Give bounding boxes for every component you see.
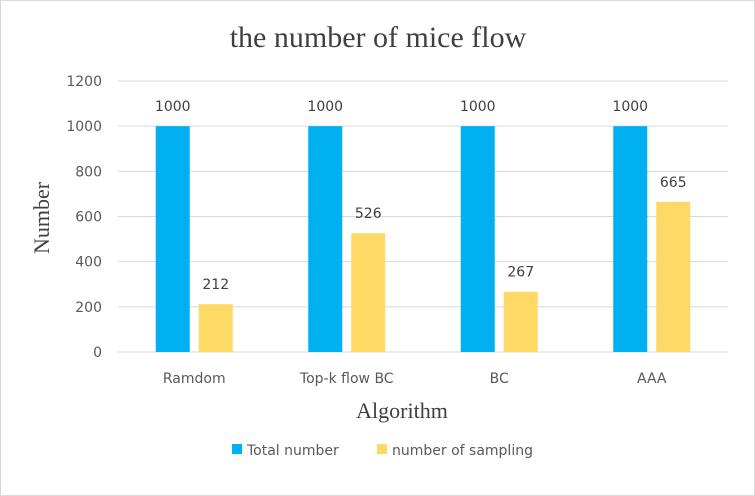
- x-category-label: Ramdom: [163, 371, 226, 387]
- y-tick-label: 0: [93, 345, 102, 361]
- bar: [613, 126, 648, 353]
- data-label: 1000: [612, 99, 648, 115]
- x-category-label: BC: [490, 371, 509, 387]
- data-label: 267: [507, 265, 534, 281]
- legend: Total number number of sampling: [232, 443, 533, 459]
- data-label: 212: [202, 277, 229, 293]
- x-axis-categories: Ramdom Top-k flow BC BC AAA: [163, 371, 667, 387]
- bars: [155, 126, 691, 353]
- bar: [503, 291, 538, 352]
- y-tick-label: 1200: [66, 74, 102, 90]
- data-label: 1000: [307, 99, 343, 115]
- data-label: 526: [355, 206, 382, 222]
- chart-title: the number of mice flow: [230, 21, 527, 54]
- bar: [155, 126, 190, 353]
- data-label: 1000: [155, 99, 191, 115]
- bar: [308, 126, 343, 353]
- y-tick-label: 200: [75, 300, 102, 316]
- legend-label: number of sampling: [392, 443, 533, 459]
- bar: [351, 233, 386, 352]
- data-label: 665: [660, 175, 687, 191]
- x-category-label: Top-k flow BC: [299, 371, 394, 387]
- legend-swatch: [232, 444, 242, 454]
- y-tick-label: 600: [75, 210, 102, 226]
- data-labels: 1000 212 1000 526 1000 267 1000 665: [155, 99, 687, 293]
- y-axis-title: Number: [29, 181, 54, 254]
- bar: [460, 126, 495, 353]
- y-tick-label: 400: [75, 255, 102, 271]
- bar: [198, 304, 233, 352]
- legend-label: Total number: [246, 443, 339, 459]
- x-axis-title: Algorithm: [356, 398, 448, 423]
- data-label: 1000: [460, 99, 496, 115]
- bar: [656, 201, 691, 352]
- y-tick-label: 800: [75, 164, 102, 180]
- legend-swatch: [377, 444, 387, 454]
- y-tick-label: 1000: [66, 119, 102, 135]
- x-category-label: AAA: [637, 371, 667, 387]
- y-axis-ticks: 0 200 400 600 800 1000 1200: [66, 74, 102, 361]
